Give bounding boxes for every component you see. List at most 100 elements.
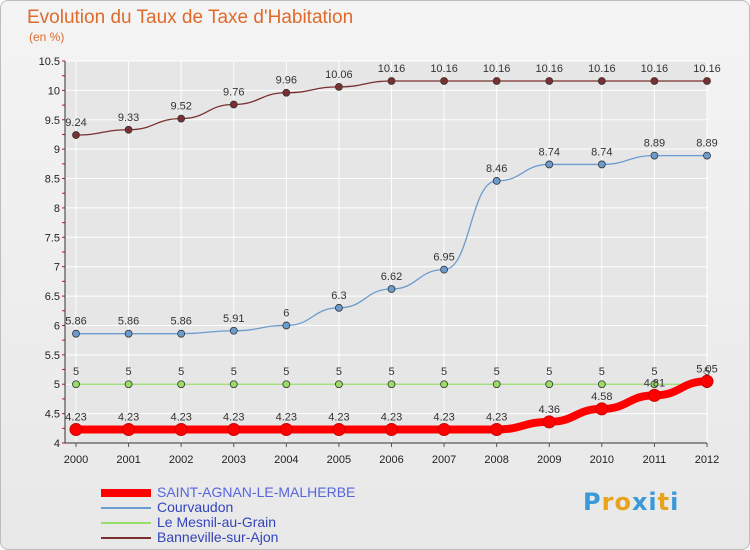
data-point: [700, 374, 714, 388]
data-point: [650, 380, 659, 389]
plot-area: [65, 61, 707, 443]
chart-title: Evolution du Taux de Taxe d'Habitation: [27, 7, 354, 28]
y-tick-label: 8: [54, 203, 60, 215]
x-tick-label: 2006: [379, 454, 403, 466]
data-point: [174, 422, 188, 436]
y-tick-label: 4.5: [45, 409, 60, 421]
data-label: 5.86: [118, 316, 139, 328]
data-label: 5.86: [170, 316, 191, 328]
data-point: [492, 176, 501, 185]
data-label: 5: [283, 366, 289, 378]
data-label: 9.96: [276, 75, 297, 87]
data-point: [332, 422, 346, 436]
x-tick-label: 2002: [169, 454, 193, 466]
data-point: [440, 380, 448, 389]
data-point: [703, 77, 711, 85]
data-label: 10.16: [378, 63, 406, 75]
data-point: [335, 380, 343, 389]
data-point: [122, 422, 136, 436]
legend-swatch: [101, 489, 151, 497]
legend-swatch: [101, 507, 151, 509]
logo-letter: x: [631, 488, 649, 516]
data-label: 4.81: [644, 377, 665, 389]
data-label: 6.3: [331, 290, 346, 302]
data-point: [124, 125, 133, 134]
logo-letter: i: [670, 488, 680, 516]
data-point: [279, 422, 293, 436]
x-tick-label: 2012: [695, 454, 719, 466]
data-label: 6: [283, 307, 289, 319]
data-label: 4.36: [539, 404, 560, 416]
data-point: [282, 321, 291, 330]
data-point: [490, 422, 504, 436]
data-label: 8.89: [696, 138, 717, 150]
data-point: [387, 77, 396, 85]
data-point: [387, 380, 396, 389]
data-label: 4.23: [381, 411, 402, 423]
data-point: [387, 285, 396, 293]
proxiti-logo: Proxiti: [583, 488, 679, 516]
x-tick-label: 2000: [64, 454, 88, 466]
legend-label: SAINT-AGNAN-LE-MALHERBE: [157, 484, 356, 500]
data-point: [335, 303, 343, 312]
data-point: [229, 326, 238, 335]
data-point: [124, 329, 133, 338]
data-label: 10.16: [483, 63, 511, 75]
data-label: 6.95: [433, 252, 454, 264]
data-label: 4.23: [276, 411, 297, 423]
y-tick-label: 6.5: [45, 291, 60, 303]
data-point: [597, 380, 606, 389]
logo-letter: i: [648, 488, 658, 516]
y-tick-label: 6: [54, 320, 60, 332]
y-tick-label: 10: [48, 85, 60, 97]
data-point: [545, 77, 554, 85]
data-point: [545, 160, 554, 169]
data-point: [492, 77, 501, 85]
data-label: 5: [651, 366, 657, 378]
data-label: 10.16: [535, 63, 563, 75]
y-tick-label: 10.5: [39, 56, 60, 68]
data-label: 5: [231, 366, 237, 378]
legend-label: Courvaudon: [157, 499, 234, 515]
data-point: [229, 100, 238, 109]
data-label: 4.23: [170, 411, 191, 423]
data-label: 9.76: [223, 86, 244, 98]
data-label: 5.91: [223, 313, 244, 325]
data-point: [440, 265, 448, 274]
y-tick-label: 7.5: [45, 232, 60, 244]
data-label: 5: [178, 366, 184, 378]
data-label: 5: [494, 366, 500, 378]
data-label: 5.86: [65, 316, 86, 328]
data-point: [72, 380, 80, 389]
y-tick-label: 4: [54, 438, 60, 450]
data-label: 5: [388, 366, 394, 378]
y-tick-label: 7: [54, 262, 60, 274]
data-label: 9.52: [170, 101, 191, 113]
x-tick-label: 2001: [116, 454, 140, 466]
data-point: [227, 422, 241, 436]
y-tick-label: 9: [54, 144, 60, 156]
data-point: [229, 380, 238, 389]
x-tick-label: 2005: [327, 454, 351, 466]
data-label: 5: [704, 366, 710, 378]
data-point: [647, 388, 661, 402]
data-point: [124, 380, 133, 389]
x-tick-label: 2011: [643, 454, 667, 466]
x-tick-label: 2007: [432, 454, 456, 466]
x-tick-label: 2004: [274, 454, 298, 466]
data-label: 8.74: [539, 146, 560, 158]
data-point: [282, 88, 291, 97]
data-label: 6.62: [381, 271, 402, 283]
data-label: 5: [441, 366, 447, 378]
data-point: [177, 114, 186, 123]
data-point: [72, 131, 80, 139]
data-point: [177, 380, 186, 389]
data-point: [595, 402, 609, 416]
data-label: 4.23: [486, 411, 507, 423]
x-tick-label: 2008: [484, 454, 508, 466]
data-label: 4.23: [118, 411, 139, 423]
data-point: [72, 329, 80, 338]
y-tick-label: 9.5: [45, 115, 60, 127]
legend-label: Le Mesnil-au-Grain: [157, 514, 277, 530]
